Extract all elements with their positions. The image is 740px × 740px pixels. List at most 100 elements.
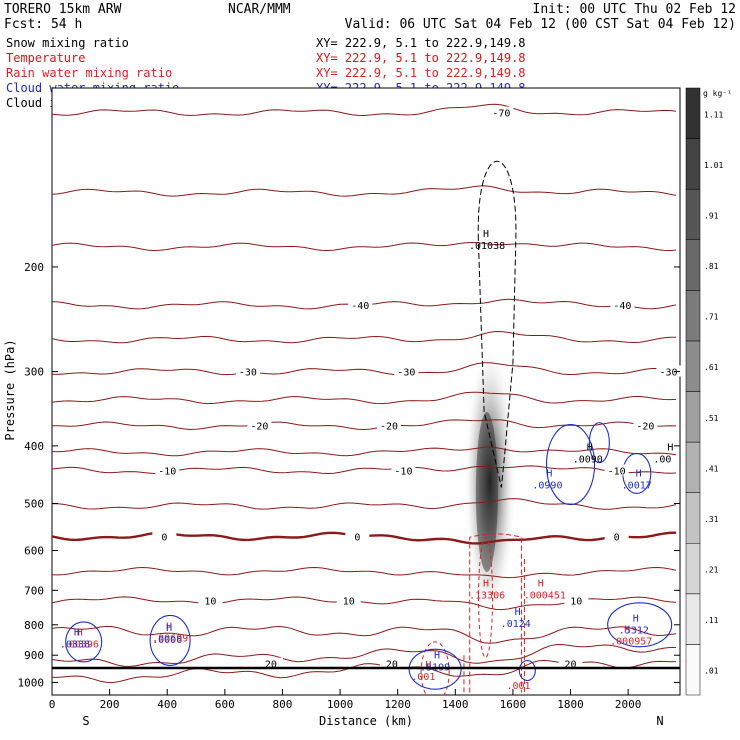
rain-high-marker: H [425,660,431,671]
isotherm-label-bg [377,419,402,431]
isotherm-label: -30 [397,368,415,379]
y-tick-label: 700 [24,584,44,597]
isotherm-label-bg [391,464,416,476]
south-label: S [82,714,89,728]
x-axis-label: Distance (km) [319,714,413,728]
cloud-water-contour [545,423,596,506]
model-title: TORERO 15km ARW [4,2,122,17]
y-tick-label: 900 [24,649,44,662]
y-tick-label: 1000 [18,676,45,689]
isotherm-line [52,330,677,344]
field-xy-range: XY= 222.9, 5.1 to 222.9,149.8 [316,66,526,80]
isotherm-line [52,566,677,579]
rain-value: .001 [411,672,435,683]
snow-high-marker: H [667,442,673,453]
cloud-water-contour [588,422,610,464]
isotherm-line [52,185,677,197]
x-tick-label: 1400 [442,698,469,711]
field-name: Rain water mixing ratio [6,66,172,80]
field-name: Snow mixing ratio [6,36,129,50]
field-name: Temperature [6,51,85,65]
cloud-water-value: .5312 [619,626,649,637]
isotherm-label-bg [155,464,180,476]
isotherm-label-bg [198,594,223,606]
cloud-water-contour [518,659,536,682]
colorbar-swatch [685,340,701,392]
isotherm-label: -20 [636,422,654,433]
colorbar-swatch [685,290,701,342]
isotherm-line [52,241,677,252]
colorbar-label: .31 [704,515,719,524]
isotherm-label-bg [604,530,629,542]
x-tick-label: 200 [100,698,120,711]
isotherm-line [52,446,677,457]
colorbar-label: .81 [704,262,719,271]
isotherm-label: -30 [239,368,257,379]
colorbar-swatch [685,138,701,190]
cloud-water-value: .0338 [60,639,90,650]
north-label: N [656,714,663,728]
cloud-water-high-marker: H [636,469,642,480]
rain-value: .000451 [524,591,566,602]
isotherm-label: -30 [659,368,677,379]
colorbar-swatch [685,188,701,241]
isotherm-line [52,103,677,117]
cloud-water-value: .0017 [622,481,652,492]
isotherm-label: 10 [570,596,582,607]
colorbar-label: .91 [704,211,719,220]
isotherm-label: -40 [613,301,631,312]
snow-value: .00 [653,454,671,465]
colorbar-swatch [685,87,701,139]
colorbar-swatch [685,441,701,493]
x-tick-label: 1800 [557,698,584,711]
cloud-ice-high-marker: H [483,229,489,240]
contour-labels: -70 -40 -40 -30 -30 -30 -20 -20 -20 -10 -10 -10 0 0 0 1… [60,106,681,692]
isotherm-label: -10 [158,466,176,477]
colorbar-swatch [685,593,701,645]
isotherm-label-bg [489,106,514,118]
isotherm-line [52,391,677,405]
colorbar-label: 1.11 [704,110,723,119]
snow-value: .0090 [573,454,603,465]
isotherm-label-bg [379,657,404,669]
colorbar-label: .11 [704,616,719,625]
snow-shading [463,341,516,622]
isotherm-label: 10 [204,596,216,607]
rain-value: .001 [506,681,530,692]
rain-contour [463,559,525,693]
rain-high-marker: H [483,579,489,590]
snow-maximum-core [463,341,516,622]
field-xy-range: XY= 222.9, 5.1 to 222.9,149.8 [316,36,526,50]
isotherm-label: -40 [351,301,369,312]
field-xy-range: XY= 222.9, 5.1 to 222.9,149.8 [316,51,526,65]
isotherm-label-bg [604,464,629,476]
rain-high-marker: H [538,579,544,590]
isotherm-label-bg [235,365,260,377]
isotherm-line [52,419,677,431]
isotherm-label-bg [394,365,419,377]
snow-maximum-inner [475,411,498,572]
cloud-water-high-marker: H [546,469,552,480]
snow-high-marker: H [587,442,593,453]
isotherm-label-bg [258,657,283,669]
isotherm-line [52,362,677,376]
x-tick-label: 1200 [384,698,411,711]
isotherm-label: 0 [614,532,620,543]
isotherm-label-bg [336,594,361,606]
isotherm-label: 0 [354,532,360,543]
y-tick-label: 400 [24,440,44,453]
rain-region-outline [469,533,523,693]
plot-area [51,87,681,696]
rain-low-contour [420,641,450,695]
colorbar-unit: g kg⁻¹ [703,89,732,98]
colorbar-label: .01 [704,667,719,676]
isotherm-label: 20 [265,660,277,671]
x-tick-label: 0 [49,698,56,711]
rain-high-marker: H [624,624,630,635]
isotherm-label-bg [247,419,272,431]
isotherm-label-bg [656,365,681,377]
isotherm-label-bg [558,657,583,669]
cloud-ice-value: .01038 [469,241,505,252]
cloud-water-high-marker: H [515,607,521,618]
rain-value: .000957 [610,636,652,647]
